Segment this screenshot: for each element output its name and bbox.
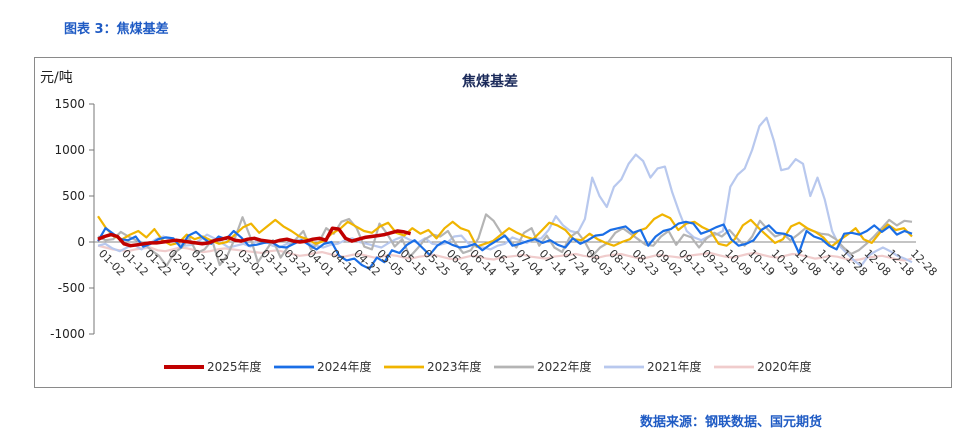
legend-label-4: 2022年度	[537, 359, 592, 374]
x-tick-label: 12-28	[908, 247, 940, 279]
series-line-1	[97, 226, 412, 248]
series-line-6	[97, 244, 913, 262]
legend-label-2: 2024年度	[317, 359, 372, 374]
y-tick-label: 0	[77, 235, 85, 249]
y-tick-label: 1500	[54, 97, 85, 111]
series-line-5	[97, 116, 913, 267]
series-line-2	[97, 220, 913, 270]
legend-label-5: 2021年度	[647, 359, 702, 374]
figure-title: 图表 3：焦煤基差	[64, 22, 169, 37]
y-tick-label: 1000	[54, 143, 85, 157]
y-tick-label: -1000	[50, 327, 85, 341]
legend-label-6: 2020年度	[757, 359, 812, 374]
y-axis-unit-label: 元/吨	[40, 70, 73, 86]
data-source-note: 数据来源：钢联数据、国元期货	[640, 415, 823, 430]
legend-label-3: 2023年度	[427, 359, 482, 374]
series-line-3	[97, 213, 913, 248]
y-tick-label: -500	[58, 281, 85, 295]
y-tick-label: 500	[62, 189, 85, 203]
chart-title: 焦煤基差	[461, 73, 518, 90]
legend-label-1: 2025年度	[207, 359, 262, 374]
